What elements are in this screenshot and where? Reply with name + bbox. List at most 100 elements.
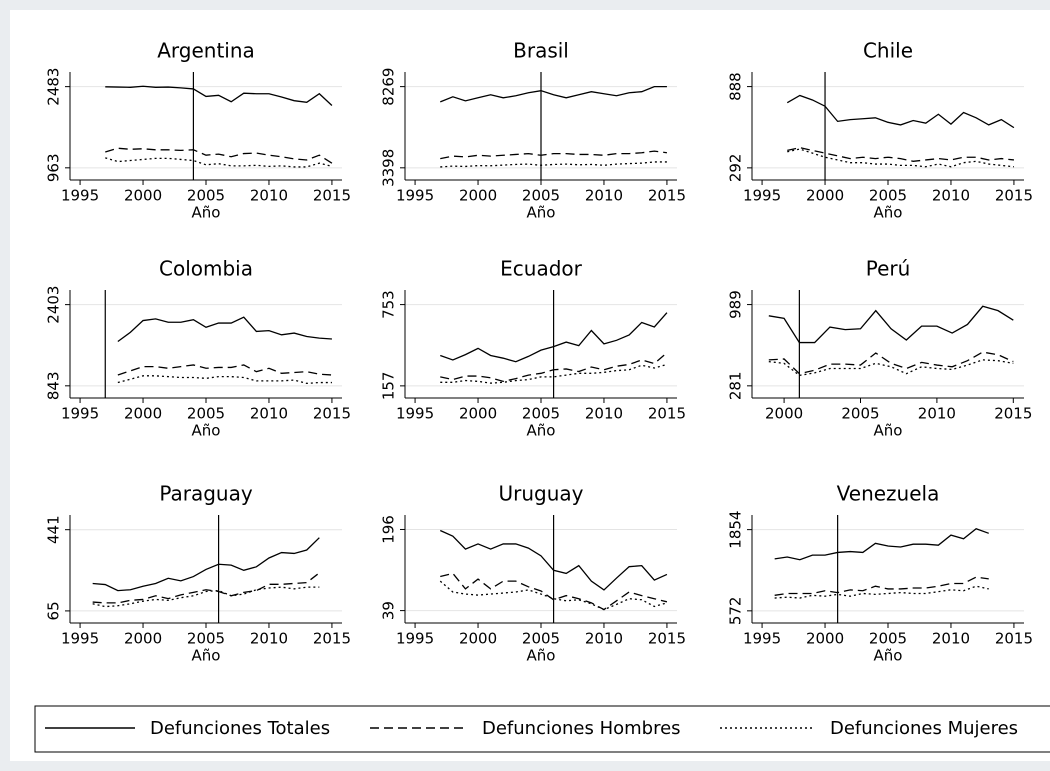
x-axis-label: Año bbox=[874, 647, 903, 665]
y-tick-label: 572 bbox=[727, 597, 745, 626]
legend-label: Defunciones Mujeres bbox=[830, 718, 1018, 739]
panel-title: Ecuador bbox=[500, 257, 582, 281]
x-tick-label: 2015 bbox=[995, 187, 1033, 205]
series-line bbox=[105, 157, 333, 168]
x-tick-label: 1995 bbox=[396, 405, 434, 423]
x-tick-label: 1995 bbox=[396, 187, 434, 205]
series-line bbox=[768, 305, 1014, 344]
x-tick-label: 2000 bbox=[124, 630, 162, 648]
x-tick-label: 2000 bbox=[806, 630, 844, 648]
y-tick-label: 157 bbox=[380, 372, 398, 401]
plot-area bbox=[70, 72, 342, 180]
series-line bbox=[440, 363, 668, 384]
series-line bbox=[787, 147, 1014, 162]
plot-area bbox=[70, 290, 342, 398]
series-line bbox=[768, 359, 1014, 377]
panel-title: Argentina bbox=[157, 39, 255, 63]
x-tick-label: 2015 bbox=[313, 187, 351, 205]
legend-box bbox=[34, 705, 1050, 753]
series-line bbox=[105, 147, 333, 164]
series-line bbox=[786, 94, 1015, 129]
x-axis-label: Año bbox=[874, 422, 903, 440]
plot-area bbox=[752, 290, 1024, 398]
panel-title: Colombia bbox=[159, 257, 253, 281]
x-tick-label: 2005 bbox=[841, 405, 879, 423]
y-tick-label: 963 bbox=[45, 154, 63, 183]
series-line bbox=[92, 537, 320, 592]
x-axis-label: Año bbox=[192, 647, 221, 665]
y-tick-label: 3398 bbox=[380, 149, 398, 187]
x-tick-label: 2000 bbox=[765, 405, 803, 423]
y-tick-label: 753 bbox=[380, 290, 398, 319]
legend-label: Defunciones Hombres bbox=[482, 718, 681, 739]
x-tick-label: 2010 bbox=[932, 187, 970, 205]
series-line bbox=[92, 586, 320, 608]
x-tick-label: 1995 bbox=[743, 187, 781, 205]
x-tick-label: 1995 bbox=[61, 630, 99, 648]
panel-title: Venezuela bbox=[837, 482, 940, 506]
x-tick-label: 2005 bbox=[522, 630, 560, 648]
x-tick-label: 2010 bbox=[585, 187, 623, 205]
x-tick-label: 2015 bbox=[313, 630, 351, 648]
y-tick-label: 2483 bbox=[45, 68, 63, 106]
x-axis-label: Año bbox=[527, 204, 556, 222]
series-line bbox=[787, 148, 1014, 168]
series-line bbox=[440, 352, 668, 383]
x-tick-label: 1995 bbox=[61, 405, 99, 423]
x-tick-label: 2000 bbox=[459, 187, 497, 205]
panel-title: Chile bbox=[863, 39, 913, 63]
x-tick-label: 2015 bbox=[648, 187, 686, 205]
plot-area bbox=[405, 515, 677, 623]
series-line bbox=[439, 529, 668, 591]
panel-title: Uruguay bbox=[499, 482, 584, 506]
series-line bbox=[105, 85, 333, 106]
y-tick-label: 843 bbox=[45, 372, 63, 401]
x-axis-label: Año bbox=[527, 422, 556, 440]
y-tick-label: 281 bbox=[727, 372, 745, 401]
y-tick-label: 989 bbox=[727, 290, 745, 319]
x-tick-label: 1995 bbox=[396, 630, 434, 648]
panel-title: Brasil bbox=[513, 39, 569, 63]
x-tick-label: 2000 bbox=[459, 630, 497, 648]
x-axis-label: Año bbox=[527, 647, 556, 665]
legend-label: Defunciones Totales bbox=[150, 718, 330, 739]
panel-title: Paraguay bbox=[159, 482, 253, 506]
x-axis-label: Año bbox=[874, 204, 903, 222]
y-tick-label: 1854 bbox=[727, 511, 745, 549]
y-tick-label: 65 bbox=[45, 601, 63, 620]
x-tick-label: 2000 bbox=[124, 187, 162, 205]
y-tick-label: 196 bbox=[380, 515, 398, 544]
x-tick-label: 1995 bbox=[743, 630, 781, 648]
x-tick-label: 2010 bbox=[250, 630, 288, 648]
x-tick-label: 2005 bbox=[522, 405, 560, 423]
x-tick-label: 2000 bbox=[459, 405, 497, 423]
y-tick-label: 8269 bbox=[380, 68, 398, 106]
series-line bbox=[440, 85, 667, 103]
x-tick-label: 2000 bbox=[806, 187, 844, 205]
series-line bbox=[774, 576, 989, 596]
x-tick-label: 2005 bbox=[187, 630, 225, 648]
series-line bbox=[92, 572, 320, 604]
x-tick-label: 1995 bbox=[61, 187, 99, 205]
x-tick-label: 2005 bbox=[522, 187, 560, 205]
x-tick-label: 2015 bbox=[313, 405, 351, 423]
series-line bbox=[768, 351, 1014, 375]
series-line bbox=[440, 312, 668, 363]
series-line bbox=[117, 375, 332, 385]
series-line bbox=[117, 316, 332, 343]
x-axis-label: Año bbox=[192, 204, 221, 222]
y-tick-label: 292 bbox=[727, 154, 745, 183]
series-line bbox=[774, 585, 989, 599]
panel-title: Perú bbox=[866, 257, 911, 281]
y-tick-label: 888 bbox=[727, 72, 745, 101]
y-tick-label: 39 bbox=[380, 601, 398, 620]
plot-area bbox=[752, 515, 1024, 623]
x-tick-label: 2005 bbox=[187, 405, 225, 423]
series-line bbox=[774, 528, 989, 561]
x-tick-label: 2015 bbox=[994, 405, 1032, 423]
x-tick-label: 2010 bbox=[250, 187, 288, 205]
x-axis-label: Año bbox=[192, 422, 221, 440]
x-tick-label: 2005 bbox=[869, 630, 907, 648]
x-tick-label: 2010 bbox=[585, 405, 623, 423]
